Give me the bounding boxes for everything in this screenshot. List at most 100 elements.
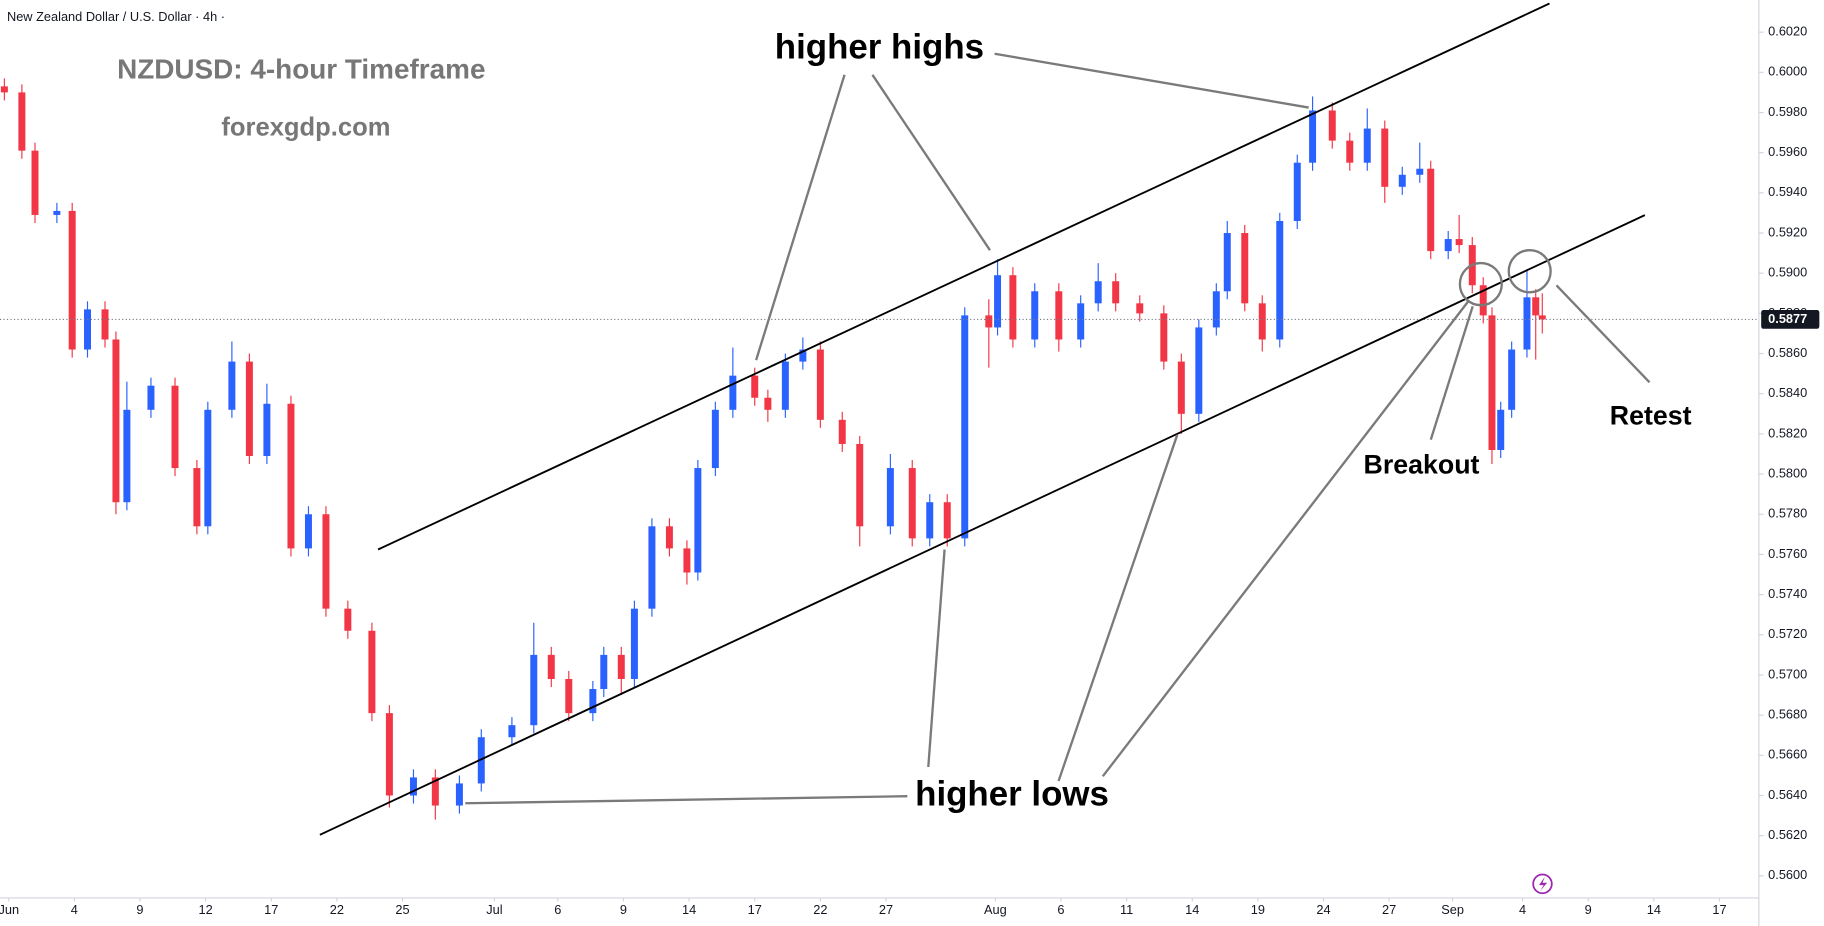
y-tick-label: 0.5740 — [1768, 586, 1807, 601]
candle-body — [617, 654, 625, 679]
candle-body — [1309, 110, 1317, 163]
x-tick-label: 22 — [813, 902, 827, 917]
candle-body — [751, 375, 759, 398]
y-tick-label: 0.6020 — [1768, 24, 1807, 39]
y-tick-label: 0.5640 — [1768, 787, 1807, 802]
candle-body — [1488, 315, 1496, 450]
candle-body — [1363, 128, 1371, 163]
candle-body — [1241, 233, 1249, 304]
annotation-text: higher lows — [915, 774, 1109, 813]
candle-body — [729, 375, 737, 410]
x-tick-label: Aug — [984, 902, 1007, 917]
candle-body — [1055, 291, 1063, 340]
y-tick-label: 0.5900 — [1768, 265, 1807, 280]
candle-body — [665, 526, 673, 549]
candle-body — [171, 385, 179, 469]
x-tick-label: Jul — [486, 902, 502, 917]
upper-channel-line — [377, 2, 1550, 551]
candle-body — [1346, 140, 1354, 163]
candle-body — [886, 468, 894, 527]
candle-body — [1381, 128, 1389, 187]
candle-body — [943, 502, 951, 539]
annotation-text: higher highs — [775, 27, 984, 66]
y-tick-label: 0.6000 — [1768, 64, 1807, 79]
candle-body — [1427, 168, 1435, 252]
y-tick-label: 0.5920 — [1768, 224, 1807, 239]
annotation-text: Breakout — [1364, 450, 1480, 480]
candle-body — [1508, 349, 1516, 410]
candle-body — [228, 361, 236, 410]
y-tick-label: 0.5660 — [1768, 747, 1807, 762]
lower-channel-line — [319, 214, 1646, 836]
annotation-line — [871, 74, 991, 251]
candle-body — [764, 397, 772, 410]
x-tick-label: 24 — [1316, 902, 1330, 917]
alert-icon-bolt — [1539, 876, 1548, 891]
axes: 0.5600 0.5620 0.5640 0.5660 0.5680 0.5700 0.57… — [0, 24, 1820, 917]
candle-body — [648, 526, 656, 609]
candle-body — [193, 468, 201, 527]
annotation-line — [994, 52, 1309, 109]
x-tick-label: 22 — [330, 902, 344, 917]
candle-body — [344, 608, 352, 631]
candle-body — [53, 210, 61, 215]
x-tick-label: 27 — [879, 902, 893, 917]
x-tick-label: 6 — [554, 902, 561, 917]
y-tick-label: 0.5780 — [1768, 506, 1807, 521]
x-tick-label: 17 — [1712, 902, 1726, 917]
plot-area — [0, 78, 1759, 820]
retest-circle — [1507, 249, 1552, 294]
candle-body — [799, 349, 807, 362]
y-tick-label: 0.5680 — [1768, 707, 1807, 722]
y-tick-label: 0.5760 — [1768, 546, 1807, 561]
x-tick-label: 27 — [1382, 902, 1396, 917]
candle-body — [565, 678, 573, 714]
candle-body — [1177, 361, 1185, 414]
alert-icon[interactable] — [1532, 873, 1553, 895]
y-tick-label: 0.5620 — [1768, 827, 1807, 842]
price-axis — [1758, 0, 1824, 926]
y-tick-label: 0.5700 — [1768, 666, 1807, 681]
x-tick-label: 25 — [395, 902, 409, 917]
candle-body — [908, 468, 916, 539]
candle-body — [112, 339, 120, 503]
candle-body — [1398, 174, 1406, 187]
candle-body — [322, 514, 330, 609]
candle-body — [287, 403, 295, 549]
x-tick-label: 17 — [264, 902, 278, 917]
last-price-label: 0.5877 — [1768, 311, 1807, 326]
chart-subtitle: forexgdp.com — [221, 113, 390, 141]
annotation-line — [465, 795, 908, 805]
candle-body — [589, 689, 597, 714]
candle-body — [1160, 313, 1168, 362]
x-tick-label: 14 — [682, 902, 696, 917]
candle-body — [455, 783, 463, 806]
x-tick-label: 4 — [1519, 902, 1526, 917]
candle-body — [245, 361, 253, 457]
candle-body — [600, 654, 608, 690]
candle-body — [1293, 162, 1301, 221]
annotation-line — [1057, 434, 1179, 782]
candle-body — [1532, 297, 1540, 316]
candle-body — [409, 777, 417, 796]
candle-body — [263, 403, 271, 457]
candle-body — [147, 385, 155, 410]
candle-body — [204, 409, 212, 527]
candle-body — [1479, 285, 1487, 316]
candle-body — [304, 514, 312, 549]
candle-body — [961, 315, 969, 539]
candle-body — [1497, 409, 1505, 450]
candle-body — [18, 92, 26, 151]
y-tick-label: 0.5960 — [1768, 144, 1807, 159]
x-tick-label: 9 — [1585, 902, 1592, 917]
candle-body — [926, 502, 934, 539]
y-tick-label: 0.5860 — [1768, 345, 1807, 360]
candle-body — [431, 777, 439, 806]
candle-body — [630, 608, 638, 679]
y-tick-label: 0.5820 — [1768, 425, 1807, 440]
annotation-text: Retest — [1610, 400, 1692, 430]
y-tick-label: 0.5800 — [1768, 465, 1807, 480]
x-tick-label: 11 — [1120, 902, 1133, 917]
x-tick-label: 9 — [136, 902, 143, 917]
